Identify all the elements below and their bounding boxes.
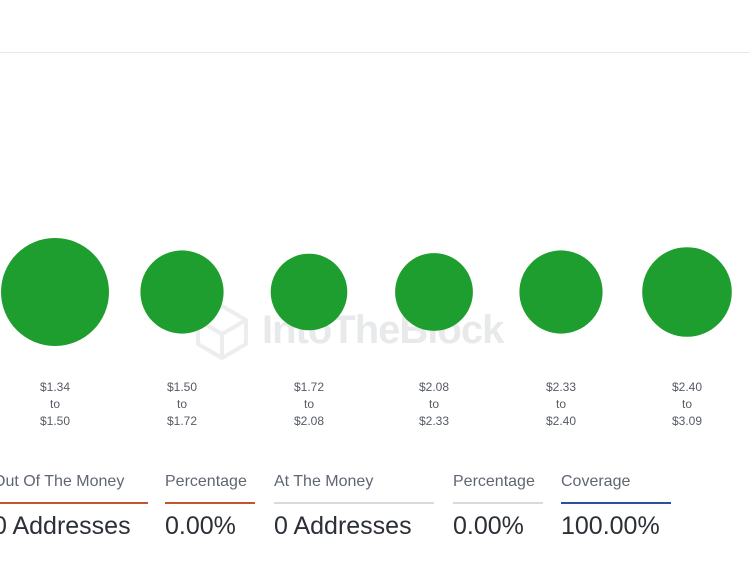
stat-value: 0.00% bbox=[165, 512, 236, 540]
tick-from: $2.33 bbox=[545, 380, 577, 394]
tick-to: $1.72 bbox=[166, 414, 198, 428]
tick-to: $2.33 bbox=[418, 414, 450, 428]
stat-underline bbox=[0, 502, 148, 504]
stat-value: 100.00% bbox=[561, 512, 660, 540]
bubble-4 bbox=[395, 253, 473, 331]
stat-underline bbox=[165, 502, 255, 504]
stat-label: Percentage bbox=[453, 473, 535, 490]
bubble-chart bbox=[1, 238, 732, 346]
stat-out-of-the-money: Out Of The Money 0 Addresses bbox=[0, 470, 148, 550]
tick-label-6: $2.40 to $3.09 bbox=[642, 379, 732, 430]
bubble-1 bbox=[1, 238, 109, 346]
stat-underline bbox=[561, 502, 671, 504]
top-divider bbox=[0, 52, 750, 53]
bubble-5 bbox=[519, 250, 603, 334]
tick-label-1: $1.34 to $1.50 bbox=[10, 379, 100, 430]
tick-label-5: $2.33 to $2.40 bbox=[516, 379, 606, 430]
stat-coverage: Coverage 100.00% bbox=[561, 470, 671, 550]
stat-label: Coverage bbox=[561, 473, 631, 490]
tick-sep: to bbox=[303, 397, 314, 411]
tick-sep: to bbox=[681, 397, 692, 411]
bubble-6 bbox=[642, 247, 732, 337]
stat-value: 0 Addresses bbox=[274, 512, 412, 540]
bubble-3 bbox=[270, 253, 348, 331]
stat-value: 0.00% bbox=[453, 512, 524, 540]
stat-value: 0 Addresses bbox=[0, 512, 131, 540]
tick-to: $2.08 bbox=[293, 414, 325, 428]
tick-sep: to bbox=[49, 397, 60, 411]
stat-label: Out Of The Money bbox=[0, 473, 125, 490]
tick-from: $1.34 bbox=[39, 380, 71, 394]
bubble-2 bbox=[140, 250, 224, 334]
stat-label: Percentage bbox=[165, 473, 247, 490]
tick-to: $3.09 bbox=[671, 414, 703, 428]
tick-sep: to bbox=[176, 397, 187, 411]
stat-at-the-money: At The Money 0 Addresses bbox=[274, 470, 434, 550]
tick-from: $1.72 bbox=[293, 380, 325, 394]
tick-from: $2.08 bbox=[418, 380, 450, 394]
tick-sep: to bbox=[555, 397, 566, 411]
stat-label: At The Money bbox=[274, 473, 374, 490]
stat-percentage-out: Percentage 0.00% bbox=[165, 470, 255, 550]
tick-label-4: $2.08 to $2.33 bbox=[389, 379, 479, 430]
tick-from: $2.40 bbox=[671, 380, 703, 394]
tick-to: $2.40 bbox=[545, 414, 577, 428]
stat-percentage-at: Percentage 0.00% bbox=[453, 470, 543, 550]
tick-to: $1.50 bbox=[39, 414, 71, 428]
tick-label-2: $1.50 to $1.72 bbox=[137, 379, 227, 430]
stat-underline bbox=[453, 502, 543, 504]
tick-label-3: $1.72 to $2.08 bbox=[264, 379, 354, 430]
stat-underline bbox=[274, 502, 434, 504]
tick-from: $1.50 bbox=[166, 380, 198, 394]
tick-sep: to bbox=[428, 397, 439, 411]
